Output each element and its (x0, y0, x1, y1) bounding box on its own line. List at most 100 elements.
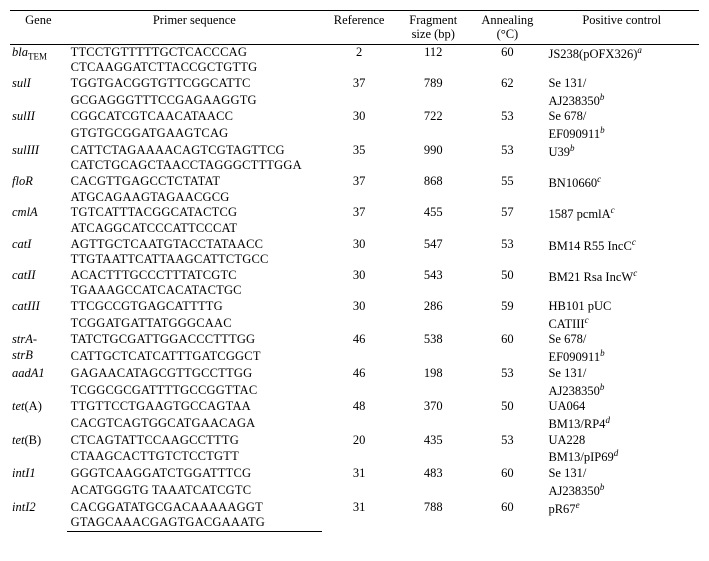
primer-forward: TTGTTCCTGAAGTGCCAGTAA (67, 399, 322, 416)
primer-forward: AGTTGCTCAATGTACCTATAACC (67, 237, 322, 253)
primer-forward: CACGTTGAGCCTCTATAT (67, 174, 322, 190)
primer-forward: CATTCTAGAAAACAGTCGTAGTTCG (67, 143, 322, 159)
positive-control-cell: pR67e (544, 500, 699, 532)
reference-cell: 46 (322, 366, 396, 399)
table-row: sulIICGGCATCGTCAACATAACC3072253Se 678/EF… (10, 109, 699, 126)
positive-control-cell: HB101 pUCCATIIIc (544, 299, 699, 332)
annealing-cell: 60 (470, 332, 544, 365)
reference-cell: 35 (322, 143, 396, 174)
header-positive: Positive control (544, 11, 699, 45)
primer-forward: TTCCTGTTTTTGCTCACCCAG (67, 44, 322, 60)
annealing-cell: 53 (470, 237, 544, 268)
primer-forward: TTCGCCGTGAGCATTTTG (67, 299, 322, 316)
fragment-cell: 455 (396, 205, 470, 236)
primer-reverse: GCGAGGGTTTCCGAGAAGGTG (67, 93, 322, 110)
primer-forward: CACGGATATGCGACAAAAAGGT (67, 500, 322, 516)
annealing-cell: 53 (470, 433, 544, 466)
table-row: sulITGGTGACGGTGTTCGGCATTC3778962Se 131/A… (10, 76, 699, 93)
positive-control-cell: UA228BM13/pIP69d (544, 433, 699, 466)
fragment-cell: 538 (396, 332, 470, 365)
fragment-cell: 868 (396, 174, 470, 205)
primer-forward: CTCAGTATTCCAAGCCTTTG (67, 433, 322, 450)
table-row: catIIACACTTTGCCCTTTATCGTC3054350BM21 Rsa… (10, 268, 699, 284)
positive-control-cell: BN10660c (544, 174, 699, 205)
positive-control-cell: Se 131/AJ238350b (544, 76, 699, 109)
table-row: blaTEMTTCCTGTTTTTGCTCACCCAG211260JS238(p… (10, 44, 699, 60)
reference-cell: 2 (322, 44, 396, 76)
positive-control-cell: Se 131/AJ238350b (544, 366, 699, 399)
header-gene: Gene (10, 11, 67, 45)
gene-cell: intI1 (10, 466, 67, 499)
positive-control-cell: 1587 pcmlAc (544, 205, 699, 236)
reference-cell: 37 (322, 76, 396, 109)
table-row: catIIITTCGCCGTGAGCATTTTG3028659HB101 pUC… (10, 299, 699, 316)
reference-cell: 30 (322, 109, 396, 142)
positive-control-cell: Se 678/EF090911b (544, 332, 699, 365)
reference-cell: 48 (322, 399, 396, 432)
reference-cell: 31 (322, 500, 396, 532)
annealing-cell: 50 (470, 399, 544, 432)
primer-reverse: GTAGCAAACGAGTGACGAAATG (67, 515, 322, 531)
gene-cell: sulIII (10, 143, 67, 174)
annealing-cell: 60 (470, 500, 544, 532)
fragment-cell: 198 (396, 366, 470, 399)
primer-reverse: TTGTAATTCATTAAGCATTCTGCC (67, 252, 322, 268)
primer-reverse: ATGCAGAAGTAGAACGCG (67, 190, 322, 206)
positive-control-cell: JS238(pOFX326)a (544, 44, 699, 76)
fragment-cell: 788 (396, 500, 470, 532)
table-row: tet(A)TTGTTCCTGAAGTGCCAGTAA4837050UA064B… (10, 399, 699, 416)
reference-cell: 31 (322, 466, 396, 499)
header-row: Gene Primer sequence Reference Fragments… (10, 11, 699, 45)
table-row: sulIIICATTCTAGAAAACAGTCGTAGTTCG3599053U3… (10, 143, 699, 159)
fragment-cell: 112 (396, 44, 470, 76)
table-row: intI1GGGTCAAGGATCTGGATTTCG3148360Se 131/… (10, 466, 699, 483)
reference-cell: 37 (322, 174, 396, 205)
gene-cell: floR (10, 174, 67, 205)
gene-cell: catI (10, 237, 67, 268)
fragment-cell: 990 (396, 143, 470, 174)
header-annealing: Annealing(°C) (470, 11, 544, 45)
table-row: floRCACGTTGAGCCTCTATAT3786855BN10660c (10, 174, 699, 190)
gene-cell: cmlA (10, 205, 67, 236)
fragment-cell: 370 (396, 399, 470, 432)
positive-control-cell: UA064BM13/RP4d (544, 399, 699, 432)
primer-reverse: TCGGATGATTATGGGCAAC (67, 316, 322, 333)
positive-control-cell: BM14 R55 IncCc (544, 237, 699, 268)
reference-cell: 20 (322, 433, 396, 466)
primer-forward: CGGCATCGTCAACATAACC (67, 109, 322, 126)
primer-reverse: CTCAAGGATCTTACCGCTGTTG (67, 60, 322, 76)
table-row: cmlATGTCATTTACGGCATACTCG37455571587 pcml… (10, 205, 699, 221)
annealing-cell: 57 (470, 205, 544, 236)
positive-control-cell: Se 678/EF090911b (544, 109, 699, 142)
fragment-cell: 483 (396, 466, 470, 499)
fragment-cell: 543 (396, 268, 470, 299)
gene-cell: tet(A) (10, 399, 67, 432)
gene-cell: blaTEM (10, 44, 67, 76)
annealing-cell: 53 (470, 109, 544, 142)
primer-forward: TATCTGCGATTGGACCCTTTGG (67, 332, 322, 349)
header-primer: Primer sequence (67, 11, 322, 45)
annealing-cell: 53 (470, 366, 544, 399)
gene-cell: sulII (10, 109, 67, 142)
table-row: strA-strBTATCTGCGATTGGACCCTTTGG4653860Se… (10, 332, 699, 349)
fragment-cell: 789 (396, 76, 470, 109)
gene-cell: intI2 (10, 500, 67, 532)
header-reference: Reference (322, 11, 396, 45)
primer-reverse: ACATGGGTG TAAATCATCGTC (67, 483, 322, 500)
gene-cell: sulI (10, 76, 67, 109)
reference-cell: 46 (322, 332, 396, 365)
primer-forward: ACACTTTGCCCTTTATCGTC (67, 268, 322, 284)
gene-cell: tet(B) (10, 433, 67, 466)
table-row: intI2CACGGATATGCGACAAAAAGGT3178860pR67e (10, 500, 699, 516)
annealing-cell: 53 (470, 143, 544, 174)
reference-cell: 37 (322, 205, 396, 236)
positive-control-cell: Se 131/AJ238350b (544, 466, 699, 499)
table-row: catIAGTTGCTCAATGTACCTATAACC3054753BM14 R… (10, 237, 699, 253)
annealing-cell: 60 (470, 44, 544, 76)
primer-reverse: ATCAGGCATCCCATTCCCAT (67, 221, 322, 237)
gene-cell: catIII (10, 299, 67, 332)
positive-control-cell: BM21 Rsa IncWc (544, 268, 699, 299)
table-row: aadA1GAGAACATAGCGTTGCCTTGG4619853Se 131/… (10, 366, 699, 383)
gene-cell: strA-strB (10, 332, 67, 365)
reference-cell: 30 (322, 268, 396, 299)
